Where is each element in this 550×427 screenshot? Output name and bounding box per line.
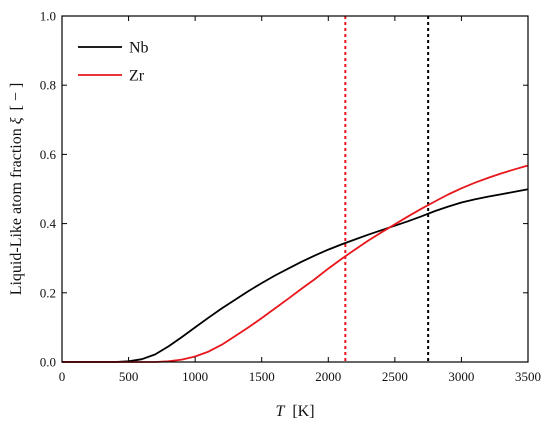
x-tick-label: 3500 — [515, 369, 541, 384]
y-tick-label: 0.6 — [40, 147, 57, 162]
y-tick-label: 1.0 — [40, 9, 56, 24]
legend: Nb Zr — [78, 40, 149, 85]
x-axis-symbol: T — [275, 403, 285, 420]
series-line-nb — [62, 188, 529, 363]
x-tick-label: 2500 — [382, 369, 408, 384]
x-tick-label: 500 — [119, 369, 139, 384]
y-tick-label: 0.8 — [40, 78, 56, 93]
data-series — [62, 164, 529, 363]
y-axis-title: Liquid-Like atom fraction ξ [ − ] — [8, 83, 25, 296]
x-tick-label: 3000 — [448, 369, 474, 384]
plot-frame — [61, 15, 529, 363]
x-tick-label: 2000 — [315, 369, 341, 384]
x-tick-label: 0 — [59, 369, 66, 384]
legend-label-nb: Nb — [129, 40, 149, 57]
x-tick-label: 1500 — [249, 369, 275, 384]
axis-ticks: 0 500 1000 1500 2000 2500 3000 3500 0.0 0.2 0.4 0.6… — [40, 9, 541, 385]
y-tick-label: 0.0 — [40, 355, 56, 370]
legend-label-zr: Zr — [129, 68, 145, 85]
y-axis-symbol: ξ — [8, 117, 25, 124]
y-tick-label: 0.4 — [40, 216, 57, 231]
plot-area — [61, 15, 529, 363]
y-axis-unit: [ − ] — [8, 83, 25, 111]
reference-lines — [344, 16, 430, 362]
series-line-zr — [62, 164, 529, 363]
x-axis-unit: [K] — [292, 403, 314, 420]
y-axis-text: Liquid-Like atom fraction — [8, 124, 25, 295]
x-tick-label: 1000 — [182, 369, 208, 384]
y-tick-label: 0.2 — [40, 285, 56, 300]
x-axis-title: T [K] — [275, 403, 314, 420]
